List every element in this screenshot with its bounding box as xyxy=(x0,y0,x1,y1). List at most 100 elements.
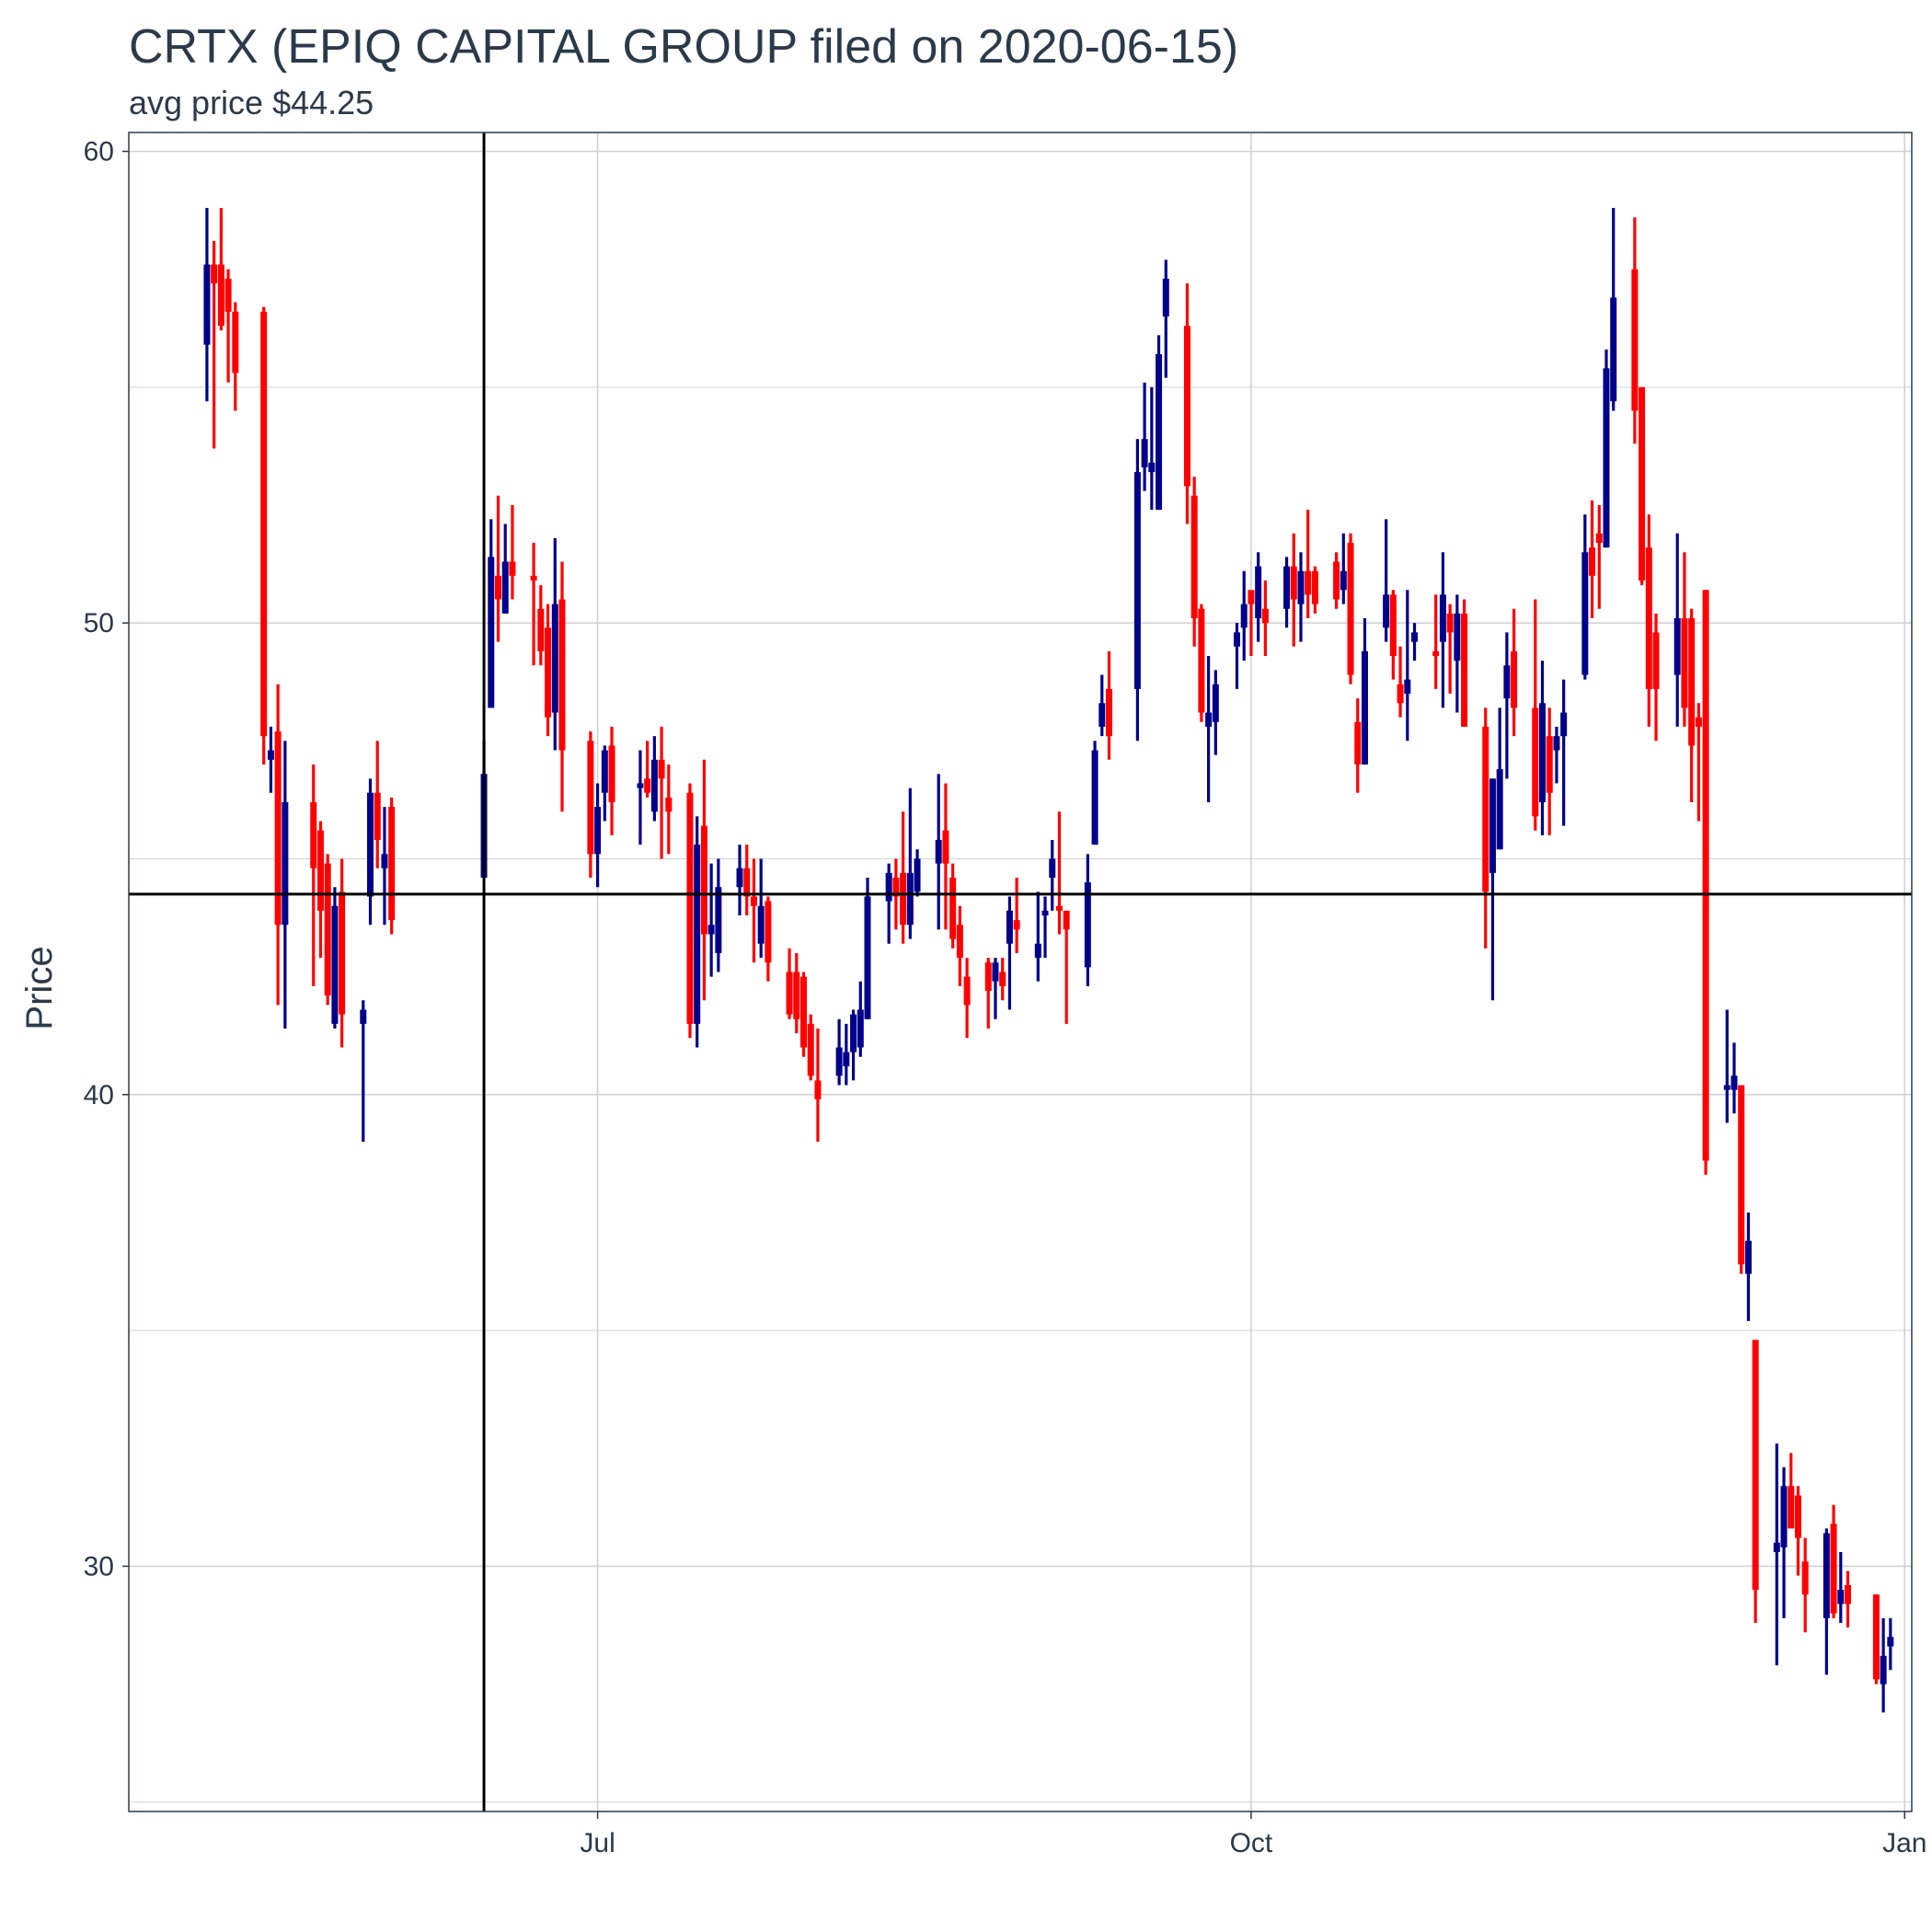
candle-body xyxy=(530,575,537,581)
candle xyxy=(1780,1466,1788,1618)
candle xyxy=(694,816,701,1048)
candle-body xyxy=(594,807,602,855)
candle-body xyxy=(1503,665,1511,699)
candle-body xyxy=(260,311,268,737)
candle xyxy=(211,240,218,449)
candle xyxy=(509,504,516,600)
candle xyxy=(274,684,282,1006)
candle xyxy=(750,858,757,963)
candle xyxy=(1106,650,1113,760)
candle xyxy=(1183,283,1190,524)
y-tick-label: 60 xyxy=(84,137,114,167)
candle xyxy=(1141,382,1148,491)
x-axis-ticks: Jul Oct Jan xyxy=(580,1811,1926,1858)
candle-body xyxy=(1723,1085,1731,1090)
candle xyxy=(857,981,864,1057)
candle xyxy=(843,1023,850,1086)
candle-body xyxy=(1688,618,1696,746)
candle-body xyxy=(1454,613,1461,661)
candle-body xyxy=(1333,561,1340,600)
candle xyxy=(807,1014,814,1081)
candle xyxy=(537,585,545,666)
candle-body xyxy=(1133,472,1141,689)
candle xyxy=(558,561,566,812)
candles xyxy=(203,208,1894,1713)
candle-body xyxy=(1006,910,1013,944)
candle xyxy=(1539,661,1547,835)
candle xyxy=(1156,335,1163,511)
candle-body xyxy=(1290,566,1297,600)
y-axis-ticks: 30 40 50 60 xyxy=(84,137,129,1581)
y-tick-label: 30 xyxy=(84,1551,114,1581)
candle-body xyxy=(935,839,942,864)
candle xyxy=(324,854,331,1006)
candle-body xyxy=(1589,547,1596,576)
candle-body xyxy=(316,830,324,911)
y-tick-label: 40 xyxy=(84,1080,114,1110)
candle-body xyxy=(786,972,793,1015)
candle xyxy=(1212,670,1219,755)
candle-body xyxy=(1055,905,1063,911)
candle-body xyxy=(892,877,900,897)
candle xyxy=(1589,500,1596,619)
candle xyxy=(1837,1552,1845,1623)
candle xyxy=(1830,1504,1837,1618)
candle xyxy=(367,778,374,926)
candle xyxy=(545,604,552,737)
candle xyxy=(1439,552,1446,708)
candle-body xyxy=(1801,1561,1809,1595)
candle xyxy=(217,208,224,331)
candle xyxy=(1482,707,1489,949)
candle xyxy=(1461,599,1468,727)
candle-body xyxy=(1794,1495,1801,1538)
candle xyxy=(644,741,651,798)
candle xyxy=(224,269,232,383)
candle-body xyxy=(324,863,331,996)
candle xyxy=(1652,613,1660,742)
candle-body xyxy=(501,561,509,614)
candle xyxy=(1305,510,1312,619)
candle-body xyxy=(1106,688,1113,737)
candle xyxy=(1489,778,1496,1001)
candle-body xyxy=(1098,703,1106,727)
candle xyxy=(1503,632,1511,779)
candle-body xyxy=(1240,604,1248,628)
candle xyxy=(203,208,211,402)
candle-body xyxy=(1645,547,1652,689)
candle-body xyxy=(1511,650,1518,708)
candle-body xyxy=(1610,297,1617,402)
candle xyxy=(864,877,871,1019)
candle-body xyxy=(1539,703,1547,802)
candle-body xyxy=(1305,570,1312,595)
candle xyxy=(1290,533,1297,647)
candle-body xyxy=(650,759,658,812)
candle xyxy=(551,537,558,751)
plot-panel-border xyxy=(128,132,1913,1812)
candle xyxy=(1084,854,1091,986)
candle xyxy=(885,863,892,944)
candle xyxy=(232,302,239,411)
candle-body xyxy=(1190,495,1198,619)
y-tick-label: 50 xyxy=(84,608,114,638)
candle-body xyxy=(488,557,495,708)
x-tick-label: Jan xyxy=(1882,1828,1926,1858)
candle xyxy=(1205,656,1213,802)
candle-body xyxy=(942,830,949,864)
candle xyxy=(1639,386,1646,586)
candle-body xyxy=(558,599,566,751)
candle-body xyxy=(1560,712,1568,737)
candle-body xyxy=(707,925,715,935)
grid-lines xyxy=(129,132,1912,1811)
candle xyxy=(1496,707,1503,850)
candle-body xyxy=(1603,368,1610,548)
candle xyxy=(360,1000,367,1143)
candle xyxy=(1133,439,1141,742)
candle xyxy=(1511,608,1518,737)
candle-body xyxy=(494,575,501,600)
candle xyxy=(1845,1570,1852,1628)
candle xyxy=(1198,604,1205,722)
candle-body xyxy=(793,972,800,1019)
candle xyxy=(1553,726,1560,784)
candle-body xyxy=(1496,769,1503,850)
candle-body xyxy=(843,1052,850,1067)
